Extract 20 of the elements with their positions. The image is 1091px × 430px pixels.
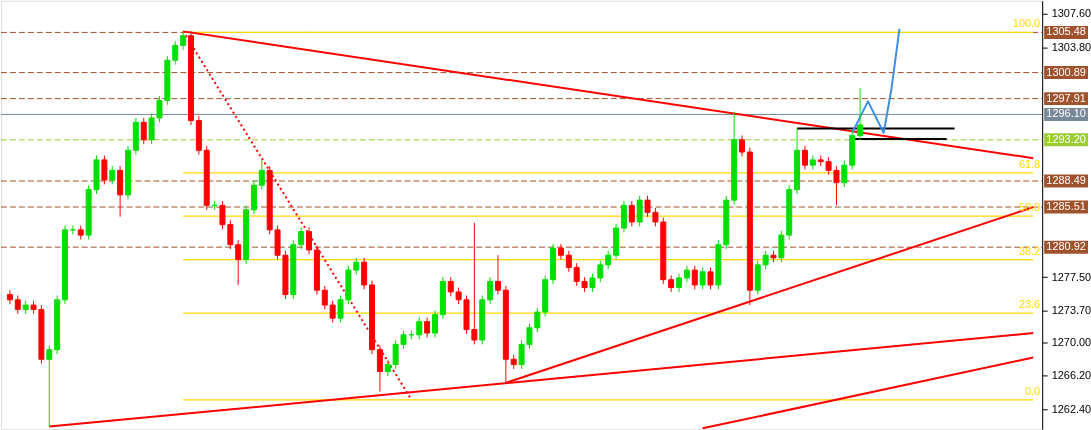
y-tick-label: 1262.40 bbox=[1051, 402, 1091, 415]
ref-line-label: 1288.49 bbox=[1046, 173, 1086, 186]
y-tick-label: 1270.00 bbox=[1051, 336, 1091, 349]
annotation: 0.0 bbox=[1024, 384, 1041, 397]
y-tick-label: 1277.50 bbox=[1051, 270, 1091, 283]
y-tick-label: 1303.80 bbox=[1051, 40, 1091, 53]
ref-line-label: 1300.89 bbox=[1046, 65, 1086, 78]
y-tick-label: 1273.70 bbox=[1051, 303, 1091, 316]
y-tick-label: 1266.20 bbox=[1051, 369, 1091, 382]
ref-line-label: 1296.10 bbox=[1046, 107, 1086, 120]
ref-line-label: 1280.92 bbox=[1046, 240, 1086, 253]
annotation: 38.2 bbox=[1018, 244, 1041, 257]
annotation: 100.0 bbox=[1012, 17, 1041, 30]
y-tick-label: 1307.60 bbox=[1051, 7, 1091, 20]
ref-line-label: 1293.20 bbox=[1046, 132, 1086, 145]
ref-line-label: 1305.48 bbox=[1046, 25, 1086, 38]
annotation: 61.8 bbox=[1018, 157, 1041, 170]
ref-line-label: 1285.51 bbox=[1046, 200, 1086, 213]
ref-line-label: 1297.91 bbox=[1046, 91, 1086, 104]
annotation: 23.6 bbox=[1018, 298, 1041, 311]
